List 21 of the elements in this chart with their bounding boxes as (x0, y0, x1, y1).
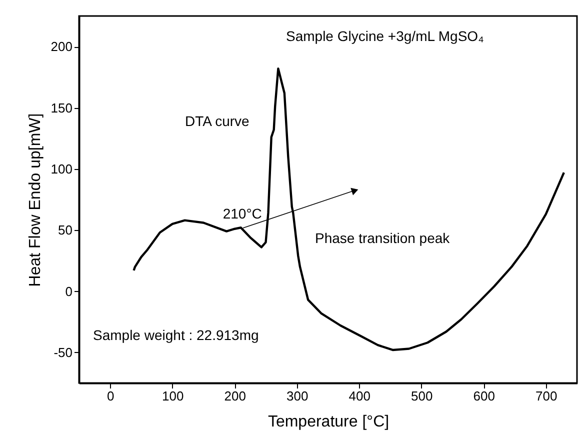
x-tick-label: 600 (473, 388, 495, 404)
x-tick-label: 300 (286, 388, 308, 404)
y-tick-label: 200 (50, 39, 72, 54)
x-tick-label: 400 (348, 388, 370, 404)
y-tick-label: 150 (50, 100, 72, 116)
x-tick-label: 700 (536, 388, 558, 404)
y-tick-label: 0 (65, 284, 72, 299)
x-axis-title: Temperature [°C] (268, 414, 390, 430)
y-axis-title: Heat Flow Endo up[mW] (26, 113, 44, 287)
text: Sample Glycine +3g/mL MgSO₄ (286, 28, 484, 44)
y-tick-label: 50 (58, 222, 72, 238)
annotation: Sample weight : 22.913mg (93, 327, 259, 343)
annotation: 210°C (222, 206, 262, 222)
x-tick-label: 200 (224, 388, 246, 404)
annotation: DTA curve (185, 113, 250, 129)
x-tick-label: 500 (411, 388, 433, 404)
x-tick-label: 0 (107, 388, 114, 404)
x-tick-label: 100 (162, 388, 184, 404)
y-tick-label: 100 (50, 161, 72, 176)
annotation: Phase transition peak (315, 230, 451, 246)
y-tick-label: -50 (54, 344, 72, 360)
